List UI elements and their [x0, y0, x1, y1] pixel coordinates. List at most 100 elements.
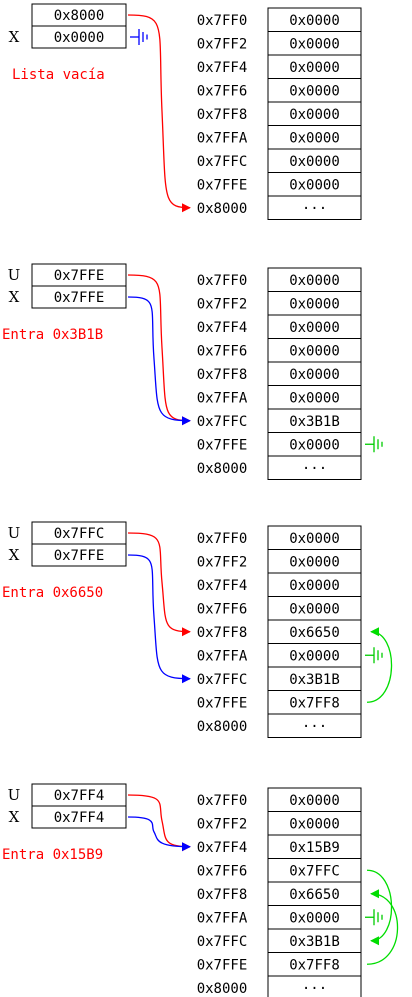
memory-value: 0x7FF8 — [289, 696, 340, 712]
memory-value: ··· — [302, 719, 327, 735]
memory-value: 0x0000 — [289, 344, 340, 360]
memory-address: 0x7FFE — [197, 958, 248, 974]
memory-cell — [267, 975, 362, 997]
register-u-pointer-arrow — [127, 532, 191, 637]
memory-address: 0x7FF6 — [197, 602, 248, 618]
memory-value: 0x3B1B — [289, 934, 340, 950]
memory-value: 0x0000 — [289, 84, 340, 100]
register-value-u: 0x7FFC — [54, 526, 105, 542]
register-value-x: 0x7FFE — [54, 290, 105, 306]
memory-value: 0x0000 — [289, 131, 340, 147]
memory-address: 0x7FF4 — [197, 320, 248, 336]
register-value-u: 0x7FFE — [54, 268, 105, 284]
memory-address: 0x7FF4 — [197, 578, 248, 594]
memory-value: ··· — [302, 461, 327, 477]
memory-address: 0x7FFA — [197, 649, 248, 665]
register-box-x — [31, 805, 127, 829]
memory-value: 0x0000 — [289, 320, 340, 336]
memory-value: 0x0000 — [289, 793, 340, 809]
memory-address: 0x7FF0 — [197, 793, 248, 809]
linked-list-next-arrow — [366, 869, 393, 946]
panel-3: U 0x7FFC X 0x7FFE Entra 0x6650 0x7FF0 0x0000 0x… — [2, 521, 393, 738]
register-name-x: X — [9, 288, 20, 306]
register-value-x: 0x0000 — [54, 30, 105, 46]
null-ground-icon — [130, 29, 148, 45]
memory-value: 0x7FF8 — [289, 958, 340, 974]
null-ground-icon — [365, 436, 383, 453]
memory-value: 0x0000 — [289, 367, 340, 383]
register-value-u: 0x8000 — [54, 8, 105, 24]
register-x-pointer-arrow — [127, 554, 191, 684]
memory-value: ··· — [302, 981, 327, 997]
caption: Entra 0x15B9 — [2, 847, 103, 863]
register-name-x: X — [9, 546, 20, 564]
memory-address: 0x7FFE — [197, 438, 248, 454]
panel-1: 0x8000 X 0x0000 Lista vacía 0x7FF0 0x0000 0x7F… — [9, 3, 362, 220]
memory-value: 0x15B9 — [289, 840, 340, 856]
memory-address: 0x7FF8 — [197, 107, 248, 123]
memory-value: 0x0000 — [289, 13, 340, 29]
memory-address: 0x7FFA — [197, 391, 248, 407]
memory-value: 0x7FFC — [289, 864, 340, 880]
memory-value: 0x0000 — [289, 817, 340, 833]
memory-value: 0x0000 — [289, 391, 340, 407]
memory-address: 0x7FF4 — [197, 60, 248, 76]
memory-cell — [267, 455, 362, 480]
memory-value: 0x3B1B — [289, 414, 340, 430]
register-value-x: 0x7FFE — [54, 548, 105, 564]
memory-address: 0x8000 — [197, 461, 248, 477]
register-u-pointer-arrow — [127, 794, 191, 852]
memory-value: 0x0000 — [289, 555, 340, 571]
memory-address: 0x7FF8 — [197, 367, 248, 383]
memory-value: 0x0000 — [289, 60, 340, 76]
memory-address: 0x7FFA — [197, 131, 248, 147]
memory-address: 0x7FF2 — [197, 817, 248, 833]
null-ground-icon — [365, 647, 383, 664]
linked-list-next-arrow — [366, 627, 393, 703]
memory-address: 0x7FF6 — [197, 864, 248, 880]
memory-address: 0x7FFC — [197, 154, 248, 170]
register-name-u: U — [8, 786, 21, 804]
memory-address: 0x7FFE — [197, 696, 248, 712]
register-box-x — [31, 25, 127, 49]
memory-address: 0x7FF0 — [197, 13, 248, 29]
register-value-u: 0x7FF4 — [54, 788, 105, 804]
register-name-x: X — [9, 808, 20, 826]
memory-address: 0x7FFC — [197, 934, 248, 950]
caption: Entra 0x3B1B — [2, 327, 103, 343]
register-box-x — [31, 285, 127, 309]
memory-address: 0x7FF8 — [197, 887, 248, 903]
panel-2: U 0x7FFE X 0x7FFE Entra 0x3B1B 0x7FF0 0x0000 0x… — [2, 263, 383, 480]
memory-value: 0x0000 — [289, 649, 340, 665]
memory-address: 0x7FF4 — [197, 840, 248, 856]
memory-address: 0x8000 — [197, 981, 248, 997]
linked-list-next-arrow — [366, 889, 399, 965]
register-u-pointer-arrow — [127, 274, 191, 426]
memory-cell — [267, 713, 362, 738]
register-value-x: 0x7FF4 — [54, 810, 105, 826]
memory-address: 0x8000 — [197, 719, 248, 735]
memory-address: 0x7FF0 — [197, 531, 248, 547]
register-u-pointer-arrow — [127, 14, 191, 213]
caption: Lista vacía — [12, 67, 105, 83]
memory-cell — [267, 195, 362, 220]
memory-address: 0x7FF2 — [197, 555, 248, 571]
memory-value: 0x0000 — [289, 297, 340, 313]
memory-address: 0x7FF8 — [197, 625, 248, 641]
memory-address: 0x7FF0 — [197, 273, 248, 289]
memory-value: 0x0000 — [289, 178, 340, 194]
panel-4: U 0x7FF4 X 0x7FF4 Entra 0x15B9 0x7FF0 0x0000 0x… — [2, 783, 399, 997]
memory-value: 0x0000 — [289, 273, 340, 289]
memory-value: 0x0000 — [289, 602, 340, 618]
null-ground-icon — [365, 909, 383, 926]
memory-value: 0x6650 — [289, 625, 340, 641]
caption: Entra 0x6650 — [2, 585, 103, 601]
memory-value: 0x0000 — [289, 107, 340, 123]
memory-value: 0x0000 — [289, 578, 340, 594]
register-name-x: X — [9, 28, 20, 46]
memory-value: 0x6650 — [289, 887, 340, 903]
memory-address: 0x7FF6 — [197, 84, 248, 100]
memory-address: 0x7FFC — [197, 414, 248, 430]
memory-value: 0x0000 — [289, 438, 340, 454]
